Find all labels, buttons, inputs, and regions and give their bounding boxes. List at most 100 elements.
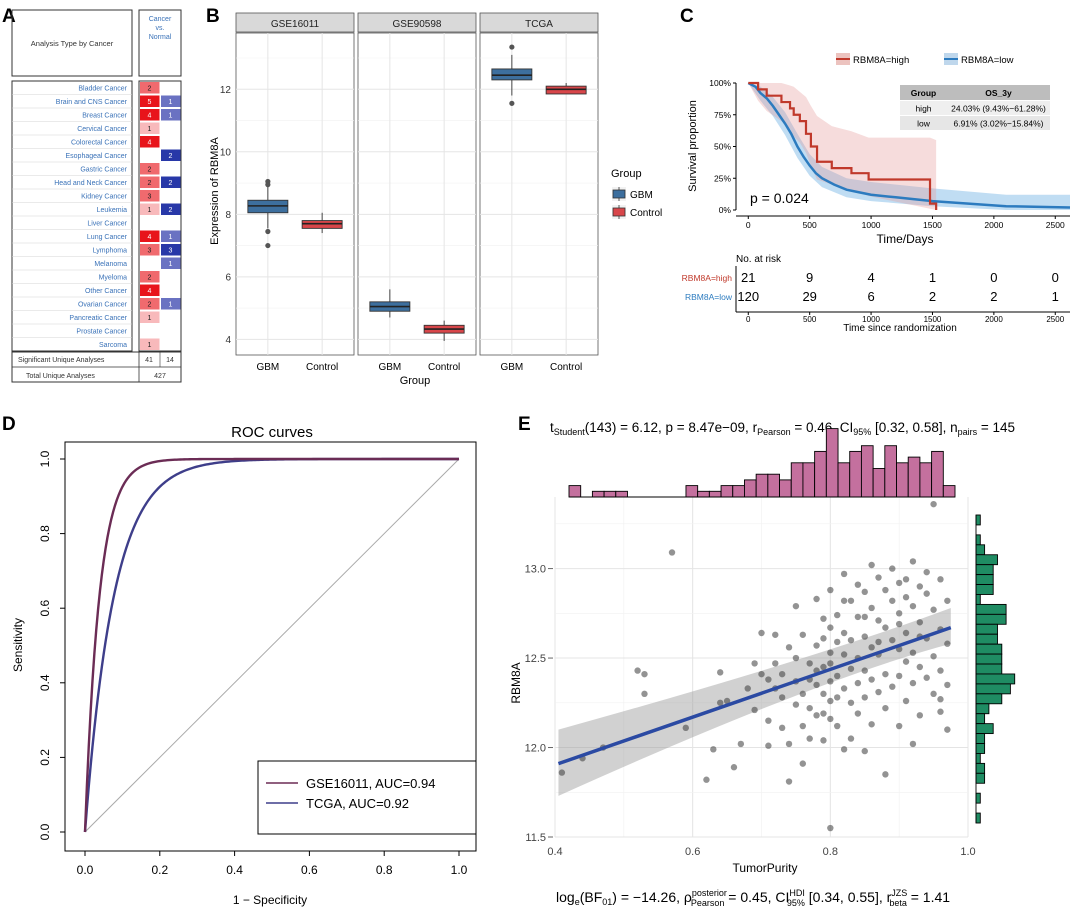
up-count: 4 <box>148 234 152 241</box>
scatter-point <box>723 697 731 705</box>
x-tick-label: GBM <box>378 362 401 373</box>
scatter-point <box>827 715 834 723</box>
right-histogram-bar <box>975 574 994 585</box>
e-ylabel: RBM8A <box>509 662 523 703</box>
scatter-point <box>868 644 875 651</box>
scatter-point <box>847 665 855 672</box>
cancer-type-label: Ovarian Cancer <box>78 302 128 309</box>
down-cell <box>161 230 181 242</box>
box-outlier <box>265 242 271 249</box>
right-histogram-bar <box>975 673 1016 685</box>
scatter-point <box>923 568 930 576</box>
scatter-point <box>909 602 917 610</box>
right-histogram-bar <box>975 772 986 784</box>
scatter-point <box>937 696 944 703</box>
cancer-type-label: Other Cancer <box>85 288 128 295</box>
up-count: 1 <box>148 315 152 322</box>
scatter-point <box>641 670 648 678</box>
panel-label-c: C <box>680 6 694 27</box>
d-title: ROC curves <box>231 424 313 441</box>
scatter-point <box>820 737 827 744</box>
scatter-point <box>785 644 793 651</box>
scatter-point <box>868 676 875 683</box>
top-histogram-bar <box>685 485 699 498</box>
survival-chart: RBM8A=high RBM8A=low 0% 25% 50% 75% 100% 0 500 1… <box>682 53 1071 334</box>
total-label: Total Unique Analyses <box>26 373 95 380</box>
os-table-header-cell: Group <box>911 88 937 98</box>
scatter-point <box>889 565 896 572</box>
y-tick-label: 11.5 <box>525 832 546 844</box>
scatter-point <box>847 735 855 742</box>
right-histogram-bar <box>975 753 981 764</box>
scatter-point <box>909 649 917 656</box>
down-count: 2 <box>169 180 173 187</box>
top-histogram-bar <box>849 450 862 498</box>
risk-count: 120 <box>737 289 759 304</box>
scatter-point <box>882 771 889 778</box>
y-tick-label: 75% <box>714 110 731 120</box>
scatter-point <box>909 558 917 565</box>
c-ylabel: Survival proportion <box>687 100 699 192</box>
panel-label-e: E <box>518 414 531 435</box>
cancer-type-label: Leukemia <box>97 207 127 214</box>
scatter-point <box>799 631 806 638</box>
scatter-point <box>820 710 827 717</box>
scatter-point <box>944 681 951 689</box>
scatter-point <box>875 617 882 624</box>
scatter-point <box>944 640 951 647</box>
top-histogram-bar <box>884 445 897 498</box>
scatter-point <box>930 500 937 508</box>
total-value: 427 <box>154 373 166 380</box>
high-survival-curve <box>748 81 938 210</box>
scatter-point <box>895 672 903 680</box>
scatter-point <box>737 740 745 748</box>
x-tick-label: 0.8 <box>376 863 393 877</box>
scatter-point <box>834 638 841 646</box>
top-histogram-bar <box>802 462 816 498</box>
risk-x-tick: 2000 <box>985 315 1003 324</box>
c-pvalue: p = 0.024 <box>750 190 809 206</box>
x-tick-label: Control <box>306 362 338 373</box>
risk-x-tick: 1000 <box>862 315 880 324</box>
top-histogram-bar <box>744 479 757 498</box>
top-histogram-bar <box>603 490 617 498</box>
roc-legend-label: TCGA, AUC=0.92 <box>306 796 409 811</box>
cell-grid-box <box>138 80 182 352</box>
scatter-point <box>889 597 896 604</box>
up-count: 2 <box>148 302 152 309</box>
y-tick-label: 0.2 <box>38 749 52 766</box>
scatter-point <box>827 660 834 667</box>
scatter-point <box>806 660 813 667</box>
y-tick-label: 0.4 <box>38 674 52 691</box>
cancer-type-label: Liver Cancer <box>87 221 127 228</box>
top-histogram-bar <box>942 485 956 498</box>
y-tick-label: 12 <box>220 85 232 96</box>
right-histogram-bar <box>975 792 981 804</box>
os-table-cell: low <box>917 119 931 129</box>
x-tick-label: 2500 <box>1046 220 1065 230</box>
x-tick-label: 0.2 <box>151 863 168 877</box>
down-count: 2 <box>169 153 173 160</box>
y-tick-label: 100% <box>709 78 731 88</box>
right-histogram-bar <box>975 594 981 605</box>
scatter-point <box>792 701 800 708</box>
right-histogram-bar <box>975 643 1003 655</box>
scatter-point <box>930 690 937 698</box>
risk-title: No. at risk <box>736 254 782 265</box>
scatter-point <box>641 690 648 698</box>
right-histogram-bar <box>975 683 1011 695</box>
x-tick-label: GBM <box>500 362 523 373</box>
scatter-point <box>861 633 868 640</box>
scatter-point <box>799 722 806 730</box>
x-tick-label: 0 <box>746 220 751 230</box>
x-tick-label: Control <box>550 362 582 373</box>
scatter-point <box>854 710 862 717</box>
top-histogram-bar <box>697 490 710 498</box>
box-outlier <box>265 228 271 235</box>
e-caption: loge(BF01) = −14.26, ρposterior Pearson =… <box>556 888 950 908</box>
scatter-point <box>882 704 889 712</box>
cancer-type-label: Prostate Cancer <box>76 329 127 336</box>
x-tick-label: 0.4 <box>226 863 243 877</box>
down-cell <box>161 244 181 256</box>
scatter-point <box>834 611 841 619</box>
